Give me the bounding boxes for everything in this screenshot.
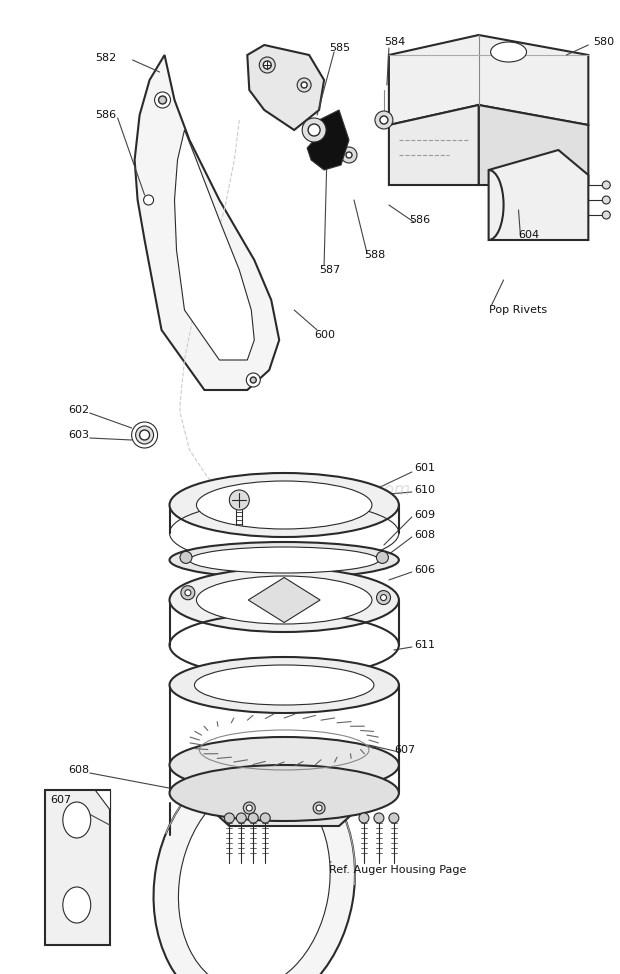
Circle shape [185,589,191,596]
Circle shape [260,813,270,823]
Polygon shape [174,130,254,360]
Circle shape [224,813,234,823]
Circle shape [180,551,192,563]
Text: 611: 611 [414,640,435,650]
Polygon shape [247,45,324,130]
Circle shape [154,92,170,108]
Text: 608: 608 [414,530,435,540]
Circle shape [243,802,255,814]
Text: 587: 587 [319,265,340,275]
Text: 601: 601 [414,463,435,473]
Ellipse shape [169,542,399,578]
Circle shape [316,805,322,811]
Circle shape [602,181,610,189]
Text: 604: 604 [518,230,539,240]
Text: 600: 600 [314,330,335,340]
Text: 602: 602 [68,405,89,415]
Circle shape [376,551,388,563]
Text: 607: 607 [394,745,415,755]
Polygon shape [389,105,479,185]
Circle shape [341,147,357,163]
Text: 585: 585 [329,43,350,53]
Ellipse shape [169,568,399,632]
Polygon shape [45,790,110,945]
Circle shape [246,805,252,811]
Text: 607: 607 [50,795,71,805]
Polygon shape [307,110,349,170]
Circle shape [346,152,352,158]
Circle shape [297,78,311,92]
Text: 586: 586 [409,215,430,225]
Ellipse shape [63,802,91,838]
Polygon shape [389,35,588,125]
Ellipse shape [169,737,399,793]
Circle shape [389,813,399,823]
Circle shape [259,57,275,73]
Polygon shape [135,55,279,390]
Text: 582: 582 [95,53,116,63]
Text: 580: 580 [593,37,614,47]
Text: eReplacementParts.com: eReplacementParts.com [208,481,410,499]
Circle shape [229,490,249,510]
Circle shape [159,96,167,104]
Text: 609: 609 [414,510,435,520]
Circle shape [374,813,384,823]
Text: 586: 586 [95,110,116,120]
Circle shape [375,111,393,129]
Ellipse shape [490,42,526,62]
Polygon shape [95,790,110,810]
Circle shape [602,211,610,219]
Text: 588: 588 [364,250,385,260]
Circle shape [302,118,326,142]
Circle shape [236,813,246,823]
Ellipse shape [63,887,91,923]
Circle shape [181,585,195,600]
Polygon shape [210,790,359,826]
Circle shape [144,195,154,205]
Circle shape [359,813,369,823]
Text: 608: 608 [68,765,89,775]
Ellipse shape [169,657,399,713]
Circle shape [301,82,307,88]
Ellipse shape [169,473,399,537]
Circle shape [381,594,386,601]
Text: 584: 584 [384,37,405,47]
Circle shape [140,430,149,440]
Circle shape [313,802,325,814]
Ellipse shape [169,765,399,821]
Circle shape [136,426,154,444]
Ellipse shape [179,781,330,974]
Polygon shape [489,150,588,240]
Text: 606: 606 [414,565,435,575]
Text: Pop Rivets: Pop Rivets [489,305,547,315]
Circle shape [602,196,610,204]
Circle shape [264,61,271,69]
Ellipse shape [197,576,372,624]
Circle shape [246,373,260,387]
Circle shape [308,124,320,136]
Circle shape [250,377,256,383]
Circle shape [248,813,259,823]
Ellipse shape [190,547,379,573]
Polygon shape [248,578,320,622]
Polygon shape [479,105,588,185]
Circle shape [376,590,391,605]
Circle shape [380,116,388,124]
Text: 603: 603 [68,430,89,440]
Text: 610: 610 [414,485,435,495]
Ellipse shape [195,665,374,705]
Text: Ref. Auger Housing Page: Ref. Auger Housing Page [329,865,466,875]
Ellipse shape [154,756,355,974]
Ellipse shape [197,481,372,529]
